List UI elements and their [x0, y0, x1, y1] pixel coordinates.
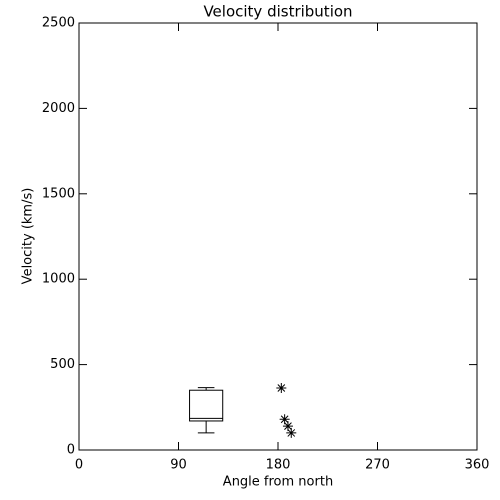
- x-tick-label: 360: [465, 458, 490, 473]
- x-tick-label: 180: [266, 458, 291, 473]
- x-tick-label: 0: [75, 458, 83, 473]
- x-axis-label: Angle from north: [223, 475, 333, 490]
- x-tick-label: 90: [170, 458, 187, 473]
- y-tick-label: 2500: [42, 16, 75, 31]
- asterisk-point: [286, 427, 297, 438]
- asterisk-point: [276, 383, 287, 393]
- box: [189, 389, 224, 422]
- chart-title: Velocity distribution: [203, 3, 352, 21]
- asterisk-point: [279, 414, 290, 425]
- y-tick-label: 2000: [42, 101, 75, 116]
- x-tick-label: 270: [365, 458, 390, 473]
- y-tick-label: 1500: [42, 186, 75, 201]
- asterisk-point: [282, 421, 293, 432]
- y-tick-label: 500: [50, 357, 75, 372]
- y-tick-label: 0: [67, 443, 75, 458]
- y-axis-label: Velocity (km/s): [21, 188, 36, 285]
- plot-frame: [78, 22, 478, 451]
- y-tick-label: 1000: [42, 272, 75, 287]
